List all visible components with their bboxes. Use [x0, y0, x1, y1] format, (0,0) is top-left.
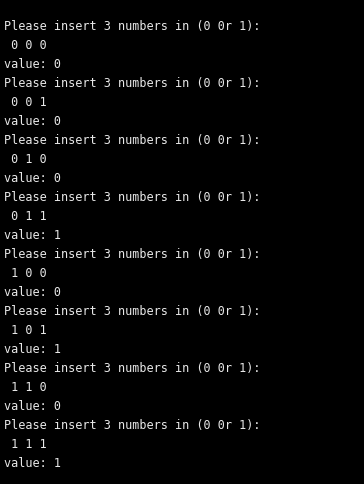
Text: value: 0: value: 0: [4, 286, 61, 299]
Text: Please insert 3 numbers in (0 0r 1):: Please insert 3 numbers in (0 0r 1):: [4, 362, 261, 375]
Text: 0 1 0: 0 1 0: [4, 153, 47, 166]
Text: Please insert 3 numbers in (0 0r 1):: Please insert 3 numbers in (0 0r 1):: [4, 305, 261, 318]
Text: Please insert 3 numbers in (0 0r 1):: Please insert 3 numbers in (0 0r 1):: [4, 191, 261, 204]
Text: Please insert 3 numbers in (0 0r 1):: Please insert 3 numbers in (0 0r 1):: [4, 134, 261, 147]
Text: value: 1: value: 1: [4, 229, 61, 242]
Text: 1 0 0: 1 0 0: [4, 267, 47, 280]
Text: 1 1 1: 1 1 1: [4, 438, 47, 451]
Text: value: 0: value: 0: [4, 58, 61, 71]
Text: Please insert 3 numbers in (0 0r 1):: Please insert 3 numbers in (0 0r 1):: [4, 77, 261, 90]
Text: value: 0: value: 0: [4, 115, 61, 128]
Text: value: 0: value: 0: [4, 172, 61, 185]
Text: Please insert 3 numbers in (0 0r 1):: Please insert 3 numbers in (0 0r 1):: [4, 20, 261, 33]
Text: value: 1: value: 1: [4, 457, 61, 470]
Text: 0 1 1: 0 1 1: [4, 210, 47, 223]
Text: Please insert 3 numbers in (0 0r 1):: Please insert 3 numbers in (0 0r 1):: [4, 248, 261, 261]
Text: 1 1 0: 1 1 0: [4, 381, 47, 394]
Text: 1 0 1: 1 0 1: [4, 324, 47, 337]
Text: value: 1: value: 1: [4, 343, 61, 356]
Text: value: 0: value: 0: [4, 400, 61, 413]
Text: Please insert 3 numbers in (0 0r 1):: Please insert 3 numbers in (0 0r 1):: [4, 419, 261, 432]
Text: 0 0 0: 0 0 0: [4, 39, 47, 52]
Text: 0 0 1: 0 0 1: [4, 96, 47, 109]
